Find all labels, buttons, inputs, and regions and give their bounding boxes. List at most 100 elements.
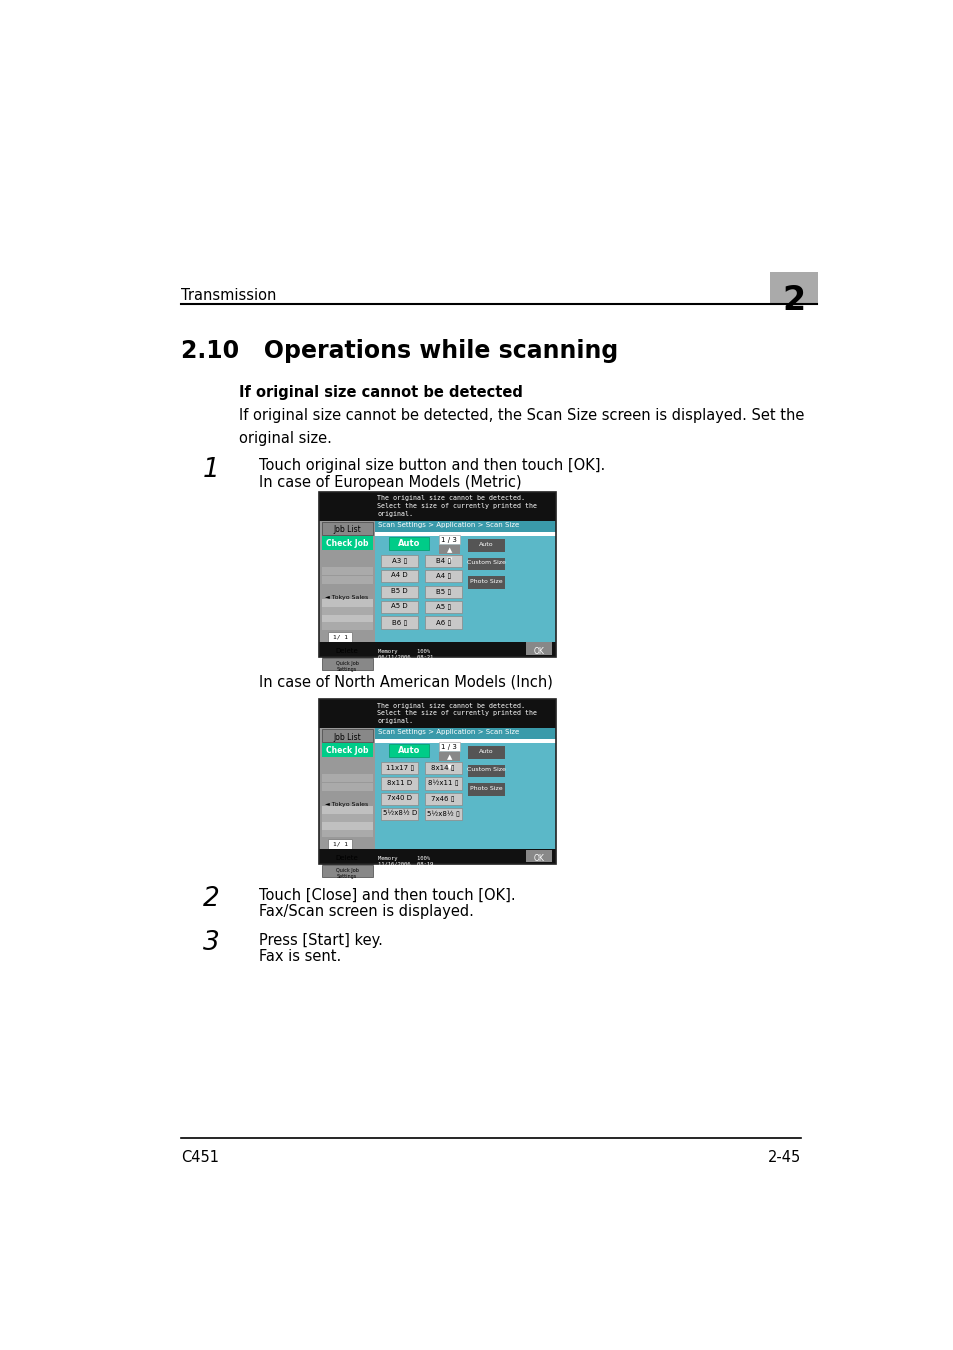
Text: 5½x8½ D: 5½x8½ D: [382, 810, 416, 817]
Bar: [424, 761, 461, 774]
Text: 3: 3: [203, 930, 219, 956]
Text: C451: C451: [181, 1150, 219, 1165]
Bar: [319, 849, 375, 864]
Text: Transmission: Transmission: [181, 288, 276, 302]
Bar: [389, 537, 429, 549]
Bar: [321, 783, 373, 791]
Text: 11x17 ▯: 11x17 ▯: [385, 764, 414, 769]
Text: 06/11/2006  08:21: 06/11/2006 08:21: [377, 655, 433, 660]
Text: 1/ 1: 1/ 1: [333, 841, 347, 846]
Text: Scan Settings > Application > Scan Size: Scan Settings > Application > Scan Size: [377, 522, 518, 528]
Text: ◄ Tokyo Sales: ◄ Tokyo Sales: [325, 595, 368, 599]
Bar: [319, 641, 555, 657]
Bar: [328, 838, 352, 849]
Text: ▲: ▲: [446, 547, 452, 553]
Text: Delete: Delete: [335, 648, 358, 653]
Bar: [335, 853, 344, 861]
Text: Scan Settings > Application > Scan Size: Scan Settings > Application > Scan Size: [377, 729, 518, 736]
Text: 1 / 3: 1 / 3: [441, 744, 456, 751]
Text: 2.10   Operations while scanning: 2.10 Operations while scanning: [181, 339, 618, 363]
Text: Touch original size button and then touch [OK].: Touch original size button and then touc…: [258, 459, 604, 474]
Text: ◄ Tokyo Sales: ◄ Tokyo Sales: [325, 802, 368, 807]
Bar: [381, 570, 418, 582]
Bar: [319, 641, 375, 657]
Bar: [381, 761, 418, 774]
Text: Auto: Auto: [478, 541, 494, 547]
Text: Custom Size: Custom Size: [467, 560, 505, 566]
Text: Photo Size: Photo Size: [470, 786, 502, 791]
Bar: [381, 778, 418, 790]
Bar: [321, 774, 373, 782]
Bar: [468, 539, 505, 552]
Text: Photo Size: Photo Size: [470, 579, 502, 583]
Bar: [335, 645, 344, 655]
Bar: [347, 645, 355, 655]
Text: Memory      100%: Memory 100%: [377, 856, 430, 861]
Bar: [319, 491, 555, 657]
Bar: [525, 643, 552, 655]
Text: Check Job: Check Job: [326, 745, 368, 755]
Text: 8x11 D: 8x11 D: [387, 779, 412, 786]
Text: 5½x8½ ▯: 5½x8½ ▯: [426, 810, 459, 817]
Bar: [357, 645, 365, 655]
Text: B4 ▯: B4 ▯: [436, 558, 451, 563]
Text: In case of European Models (Metric): In case of European Models (Metric): [258, 475, 521, 490]
Bar: [321, 608, 373, 614]
Text: A6 ▯: A6 ▯: [436, 618, 451, 625]
Bar: [321, 622, 373, 630]
Text: If original size cannot be detected: If original size cannot be detected: [239, 385, 522, 401]
Text: Quick Job
Settings: Quick Job Settings: [335, 868, 358, 879]
Bar: [319, 699, 555, 728]
Text: The original size cannot be detected.
Select the size of currently printed the
o: The original size cannot be detected. Se…: [377, 702, 537, 724]
Text: In case of North American Models (Inch): In case of North American Models (Inch): [258, 674, 552, 688]
Text: Memory      100%: Memory 100%: [377, 648, 430, 653]
Text: A4 ▯: A4 ▯: [436, 572, 451, 578]
Bar: [769, 273, 818, 305]
Bar: [424, 792, 461, 805]
Text: OK: OK: [534, 855, 544, 863]
Bar: [321, 599, 373, 608]
Text: Check Job: Check Job: [326, 539, 368, 548]
Bar: [438, 761, 459, 771]
Bar: [325, 853, 333, 861]
Bar: [424, 601, 461, 613]
Bar: [424, 617, 461, 629]
Bar: [468, 783, 505, 795]
Text: B5 D: B5 D: [391, 587, 408, 594]
Bar: [468, 576, 505, 589]
Bar: [375, 521, 555, 532]
Bar: [424, 555, 461, 567]
Bar: [468, 765, 505, 778]
Text: 7x46 ▯: 7x46 ▯: [431, 795, 455, 801]
Bar: [438, 535, 459, 544]
Text: OK: OK: [534, 647, 544, 656]
Text: 8x14 ▯: 8x14 ▯: [431, 764, 455, 769]
Bar: [375, 728, 555, 738]
Text: A3 ▯: A3 ▯: [392, 558, 407, 563]
Text: 1: 1: [203, 456, 219, 483]
Text: ▼: ▼: [446, 764, 452, 769]
Bar: [321, 865, 373, 878]
Bar: [319, 849, 555, 864]
Text: Press [Start] key.: Press [Start] key.: [258, 933, 382, 948]
Bar: [381, 792, 418, 805]
Bar: [321, 536, 373, 549]
Bar: [319, 491, 555, 521]
Text: 2: 2: [781, 284, 805, 317]
Text: 2-45: 2-45: [767, 1150, 801, 1165]
Text: B5 ▯: B5 ▯: [436, 587, 451, 594]
Text: B6 ▯: B6 ▯: [392, 618, 407, 625]
Bar: [381, 809, 418, 821]
Text: 8½x11 ▯: 8½x11 ▯: [428, 779, 458, 786]
Text: 1/ 1: 1/ 1: [333, 634, 347, 639]
Bar: [321, 576, 373, 585]
Bar: [468, 747, 505, 759]
Text: Auto: Auto: [478, 749, 494, 753]
Bar: [424, 586, 461, 598]
Text: Touch [Close] and then touch [OK].: Touch [Close] and then touch [OK].: [258, 888, 515, 903]
Bar: [321, 806, 373, 814]
Bar: [347, 853, 355, 861]
Bar: [525, 849, 552, 861]
Bar: [321, 822, 373, 830]
Text: Custom Size: Custom Size: [467, 767, 505, 772]
